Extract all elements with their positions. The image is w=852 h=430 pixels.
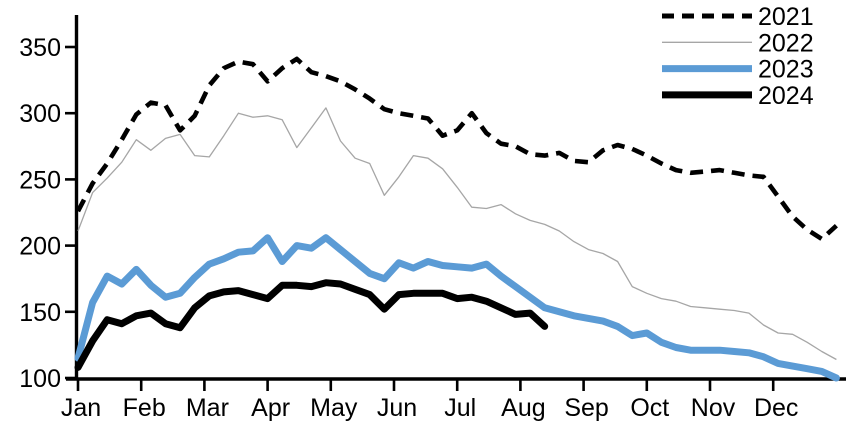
x-tick-label: Oct [630, 394, 669, 422]
legend-label-2023: 2023 [758, 56, 814, 84]
x-tick-label: Feb [123, 394, 166, 422]
y-tick-label: 150 [19, 299, 61, 327]
x-tick-label: Jul [444, 394, 476, 422]
series-line-2022 [77, 107, 837, 361]
series-line-2024 [74, 279, 549, 371]
series-line-2021 [75, 56, 838, 242]
legend-label-2021: 2021 [758, 3, 814, 31]
y-tick-label: 200 [19, 233, 61, 261]
series-lines [74, 56, 840, 382]
x-tick-label: Dec [754, 394, 798, 422]
x-axis-ticks: Jan Feb Mar Apr May Jun Jul Aug Sep Oct Nov Dec [61, 379, 798, 422]
series-line-2023 [74, 234, 840, 382]
y-tick-label: 100 [19, 365, 61, 393]
y-tick-label: 350 [19, 34, 61, 62]
legend-label-2024: 2024 [758, 82, 814, 110]
x-tick-label: Jun [377, 394, 417, 422]
x-tick-label: Nov [691, 394, 736, 422]
y-axis-ticks: 100 150 200 250 300 350 [19, 34, 77, 393]
y-tick-label: 250 [19, 166, 61, 194]
legend-label-2022: 2022 [758, 29, 814, 57]
x-tick-label: Aug [501, 394, 545, 422]
x-tick-label: Mar [186, 394, 229, 422]
x-tick-label: May [310, 394, 358, 422]
x-tick-label: Sep [564, 394, 608, 422]
y-tick-label: 300 [19, 100, 61, 128]
x-tick-label: Jan [61, 394, 101, 422]
x-tick-label: Apr [251, 394, 290, 422]
